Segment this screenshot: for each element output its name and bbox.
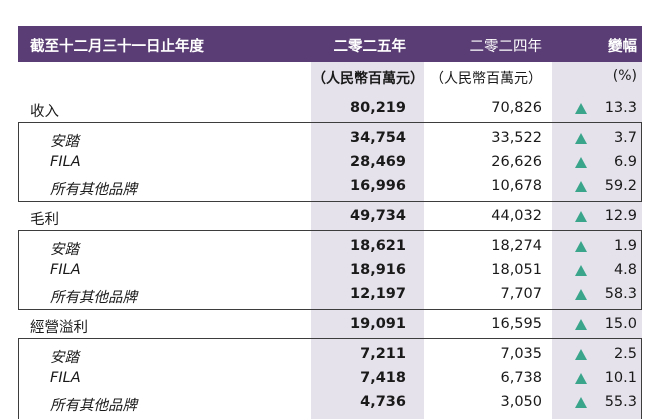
- row-label: FILA: [50, 262, 81, 278]
- table-row: 安踏 18,621 18,274 1.9: [18, 235, 642, 259]
- change-value: 13.3: [604, 100, 637, 116]
- value-2024: 3,050: [500, 394, 542, 410]
- value-2025: 12,197: [350, 286, 406, 302]
- up-arrow-icon: [575, 349, 587, 360]
- value-2025: 28,469: [350, 154, 406, 170]
- change-value: 58.3: [604, 286, 637, 302]
- value-2025: 19,091: [350, 316, 406, 332]
- section-box-operating-profit: [18, 338, 642, 419]
- value-2024: 10,678: [491, 178, 542, 194]
- up-arrow-icon: [575, 181, 587, 192]
- change-value: 10.1: [604, 370, 637, 386]
- change-value: 12.9: [604, 208, 637, 224]
- value-2025: 18,621: [350, 238, 406, 254]
- up-arrow-icon: [575, 133, 587, 144]
- col-2025-header: 二零二五年: [333, 39, 407, 55]
- table-row: FILA 28,469 26,626 6.9: [18, 151, 642, 175]
- row-label: FILA: [50, 154, 81, 170]
- change-value: 55.3: [604, 394, 637, 410]
- change-value: 3.7: [613, 130, 637, 146]
- col-2024-header: 二零二四年: [469, 39, 543, 55]
- change-value: 59.2: [604, 178, 637, 194]
- value-2025: 7,211: [360, 346, 406, 362]
- change-value: 1.9: [613, 238, 637, 254]
- value-2025: 80,219: [350, 100, 406, 116]
- unit-2025: （人民幣百萬元）: [312, 71, 424, 87]
- up-arrow-icon: [575, 319, 587, 330]
- value-2025: 49,734: [350, 208, 406, 224]
- table-row: FILA 7,418 6,738 10.1: [18, 367, 642, 391]
- period-label: 截至十二月三十一日止年度: [30, 39, 204, 55]
- row-label: 收入: [30, 104, 59, 120]
- unit-change: (%): [612, 68, 637, 84]
- section-box-revenue: [18, 122, 642, 202]
- value-2024: 7,035: [500, 346, 542, 362]
- row-label: 安踏: [50, 134, 79, 150]
- value-2024: 70,826: [491, 100, 542, 116]
- change-value: 15.0: [604, 316, 637, 332]
- table-row: 所有其他品牌 12,197 7,707 58.3: [18, 283, 642, 307]
- row-label: 所有其他品牌: [50, 398, 137, 414]
- change-value: 2.5: [613, 346, 637, 362]
- col-change-header: 變幅: [608, 39, 637, 55]
- row-label: 所有其他品牌: [50, 182, 137, 198]
- unit-2024: （人民幣百萬元）: [430, 71, 542, 87]
- value-2025: 7,418: [360, 370, 406, 386]
- value-2024: 6,738: [500, 370, 542, 386]
- value-2024: 16,595: [491, 316, 542, 332]
- row-label: 安踏: [50, 350, 79, 366]
- value-2025: 16,996: [350, 178, 406, 194]
- table-header: 截至十二月三十一日止年度 二零二五年 二零二四年 變幅: [18, 26, 642, 62]
- up-arrow-icon: [575, 289, 587, 300]
- up-arrow-icon: [575, 103, 587, 114]
- up-arrow-icon: [575, 265, 587, 276]
- table-row-gross-profit: 毛利 49,734 44,032 12.9: [18, 205, 642, 229]
- up-arrow-icon: [575, 397, 587, 408]
- unit-row: （人民幣百萬元） （人民幣百萬元） (%): [0, 64, 660, 92]
- value-2025: 4,736: [360, 394, 406, 410]
- row-label: 安踏: [50, 242, 79, 258]
- up-arrow-icon: [575, 211, 587, 222]
- table-row: 所有其他品牌 16,996 10,678 59.2: [18, 175, 642, 199]
- table-row-operating-profit: 經營溢利 19,091 16,595 15.0: [18, 313, 642, 337]
- row-label: 經營溢利: [30, 320, 88, 336]
- change-value: 6.9: [613, 154, 637, 170]
- value-2025: 34,754: [350, 130, 406, 146]
- table-row: 安踏 7,211 7,035 2.5: [18, 343, 642, 367]
- col-change-shading: [552, 26, 642, 419]
- table-row: 安踏 34,754 33,522 3.7: [18, 127, 642, 151]
- table-row-revenue: 收入 80,219 70,826 13.3: [18, 97, 642, 121]
- up-arrow-icon: [575, 157, 587, 168]
- value-2024: 18,051: [491, 262, 542, 278]
- value-2024: 18,274: [491, 238, 542, 254]
- value-2024: 26,626: [491, 154, 542, 170]
- value-2025: 18,916: [350, 262, 406, 278]
- value-2024: 44,032: [491, 208, 542, 224]
- row-label: 毛利: [30, 212, 59, 228]
- col-2025-shading: [311, 26, 424, 419]
- row-label: FILA: [50, 370, 81, 386]
- value-2024: 33,522: [491, 130, 542, 146]
- table-row: FILA 18,916 18,051 4.8: [18, 259, 642, 283]
- value-2024: 7,707: [500, 286, 542, 302]
- table-row: 所有其他品牌 4,736 3,050 55.3: [18, 391, 642, 415]
- section-box-gross-profit: [18, 230, 642, 310]
- up-arrow-icon: [575, 241, 587, 252]
- change-value: 4.8: [613, 262, 637, 278]
- row-label: 所有其他品牌: [50, 290, 137, 306]
- up-arrow-icon: [575, 373, 587, 384]
